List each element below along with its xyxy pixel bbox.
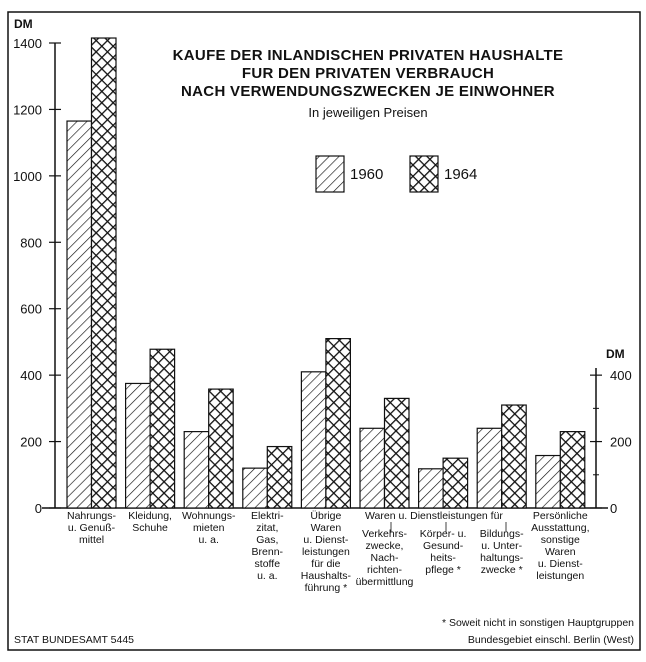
chart-title-line-2: FUR DEN PRIVATEN VERBRAUCH	[242, 65, 494, 82]
category-label: führung *	[305, 582, 348, 594]
category-label: Waren	[311, 522, 342, 534]
bar-1964	[559, 431, 586, 509]
category-label: für die	[311, 558, 340, 570]
category-label: mieten	[193, 522, 225, 534]
bar-1964	[266, 445, 293, 509]
chart-border	[7, 11, 641, 651]
bar-1960	[66, 120, 93, 509]
bar-1964	[383, 397, 410, 509]
category-label: Schuhe	[132, 522, 168, 534]
bar-1960	[359, 427, 386, 509]
footnote-line-2: Bundesgebiet einschl. Berlin (West)	[468, 634, 634, 646]
category-label: Gas,	[256, 534, 278, 546]
left-tick-label: 400	[20, 368, 42, 383]
category-label: u. a.	[198, 534, 218, 546]
chart-title-line-1: KAUFE DER INLANDISCHEN PRIVATEN HAUSHALT…	[173, 47, 564, 64]
category-label: u. Unter-	[481, 540, 522, 552]
category-label: pflege *	[425, 564, 461, 576]
left-tick-label: 800	[20, 235, 42, 250]
category-label: zwecke *	[481, 564, 523, 576]
category-label: Nach-	[370, 552, 399, 564]
category-label: Kleidung,	[128, 510, 172, 522]
category-labels: Nahrungs-u. Genuß-mittel Kleidung,Schuhe W…	[67, 510, 590, 594]
source-label: STAT BUNDESAMT 5445	[14, 634, 134, 646]
category-label: u. Dienst-	[303, 534, 348, 546]
legend-label-1960: 1960	[350, 166, 383, 183]
right-tick-label: 400	[610, 368, 632, 383]
group-header: Waren u. Dienstleistungen für	[365, 510, 503, 522]
bar-1964	[501, 404, 527, 509]
legend: 1960 1964	[315, 155, 477, 193]
legend-swatch-1964	[409, 155, 439, 193]
bar-1964	[90, 37, 117, 509]
right-tick-label: 0	[610, 501, 617, 516]
bar-1960	[300, 371, 327, 509]
category-label: Gesund-	[423, 540, 464, 552]
category-label: zwecke,	[366, 540, 404, 552]
bar-1960	[476, 427, 503, 509]
bar-1964	[149, 348, 176, 509]
category-label: Bildungs-	[480, 528, 524, 540]
category-label: richten-	[367, 564, 403, 576]
category-label: Haushalts-	[301, 570, 352, 582]
right-tick-label: 200	[610, 435, 632, 450]
left-ticks: 0 200 400 600 800 1000 1200 1400	[13, 36, 61, 516]
category-label: u. a.	[257, 570, 277, 582]
category-label: übermittlung	[356, 576, 414, 588]
category-label: Waren	[545, 546, 576, 558]
category-label: Elektri-	[251, 510, 284, 522]
legend-label-1964: 1964	[444, 166, 477, 183]
category-label: sonstige	[541, 534, 580, 546]
category-label: heits-	[430, 552, 456, 564]
category-label: Persönliche	[533, 510, 588, 522]
category-label: leistungen	[302, 546, 350, 558]
bar-1964	[442, 457, 469, 509]
bars	[66, 37, 586, 509]
category-label: Körper- u.	[420, 528, 467, 540]
footnote-line-1: * Soweit nicht in sonstigen Hauptgruppen	[442, 617, 634, 629]
left-tick-label: 200	[20, 435, 42, 450]
category-label: Nahrungs-	[67, 510, 117, 522]
category-label: Verkehrs-	[362, 528, 407, 540]
bar-1960	[183, 431, 210, 509]
category-label: Ausstattung,	[531, 522, 589, 534]
category-label: Wohnungs-	[182, 510, 236, 522]
left-tick-label: 0	[35, 501, 42, 516]
bar-1960	[242, 467, 268, 509]
bar-1960	[418, 468, 444, 509]
left-tick-label: 1000	[13, 169, 42, 184]
category-label: Brenn-	[252, 546, 284, 558]
right-ticks: 0 200 400	[590, 368, 632, 516]
chart-subtitle: In jeweiligen Preisen	[308, 105, 427, 120]
bar-1960	[124, 382, 151, 509]
legend-swatch-1960	[315, 155, 345, 193]
left-tick-label: 600	[20, 302, 42, 317]
category-label: leistungen	[536, 570, 584, 582]
category-label: zitat,	[256, 522, 278, 534]
category-label: mittel	[79, 534, 104, 546]
left-tick-label: 1200	[13, 102, 42, 117]
category-label: Übrige	[310, 510, 341, 522]
bar-1964	[208, 388, 234, 509]
category-label: stoffe	[255, 558, 281, 570]
category-label: u. Dienst-	[538, 558, 583, 570]
category-label: haltungs-	[480, 552, 524, 564]
y-axis-unit-right: DM	[606, 347, 625, 361]
bar-1964	[325, 338, 351, 509]
category-label: u. Genuß-	[68, 522, 116, 534]
bar-1960	[535, 454, 561, 509]
y-axis-unit-left: DM	[14, 17, 33, 31]
left-tick-label: 1400	[13, 36, 42, 51]
chart-title-line-3: NACH VERWENDUNGSZWECKEN JE EINWOHNER	[181, 83, 555, 100]
